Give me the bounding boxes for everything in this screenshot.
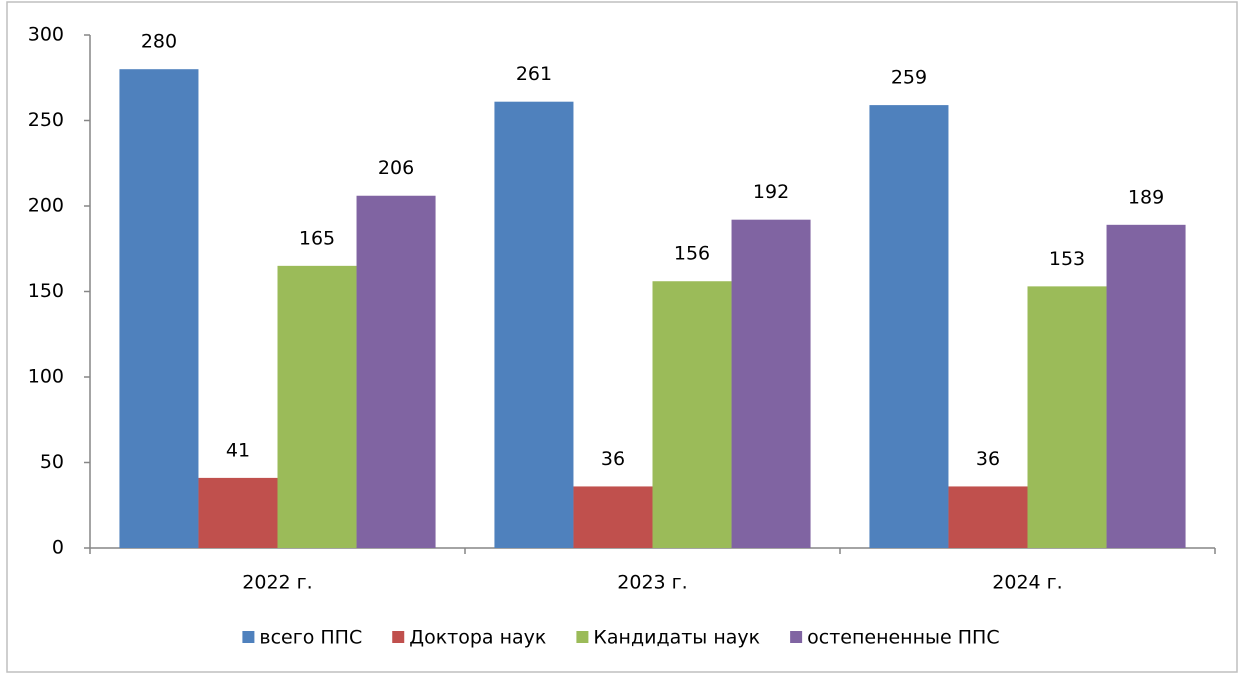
bar [356, 195, 436, 549]
y-tick-label: 0 [52, 537, 64, 559]
legend-swatch [242, 631, 255, 643]
legend-swatch [576, 631, 589, 643]
legend-label: остепененные ППС [807, 627, 999, 649]
data-label: 153 [1049, 248, 1085, 270]
x-tick-label: 2024 г. [992, 572, 1062, 594]
data-label: 259 [891, 67, 927, 89]
bar [948, 486, 1028, 548]
data-label: 165 [299, 227, 335, 249]
bar [277, 265, 357, 548]
y-tick-label: 100 [28, 366, 64, 388]
legend-label: всего ППС [259, 627, 362, 649]
x-tick-label: 2022 г. [242, 572, 312, 594]
y-tick-label: 200 [28, 195, 64, 217]
legend-label: Кандидаты наук [593, 627, 760, 649]
x-tick-label: 2023 г. [617, 572, 687, 594]
bar [119, 69, 199, 548]
data-label: 192 [753, 181, 789, 203]
bar [573, 486, 653, 548]
data-label: 41 [226, 439, 250, 461]
bar [731, 219, 811, 548]
data-label: 261 [516, 63, 552, 85]
bar [198, 477, 278, 548]
y-tick-label: 50 [40, 451, 64, 473]
y-tick-label: 150 [28, 280, 64, 302]
bar [494, 101, 574, 548]
legend-swatch [790, 631, 803, 643]
data-label: 280 [141, 31, 177, 53]
y-tick-label: 300 [28, 24, 64, 46]
legend-label: Доктора наук [409, 627, 546, 649]
data-label: 156 [674, 243, 710, 265]
data-label: 189 [1128, 186, 1164, 208]
data-label: 206 [378, 157, 414, 179]
bar [869, 105, 949, 549]
data-label: 36 [976, 448, 1000, 470]
bar [1027, 286, 1107, 548]
bar [652, 281, 732, 548]
bar [1106, 224, 1186, 548]
data-label: 36 [601, 448, 625, 470]
legend-swatch [392, 631, 405, 643]
y-tick-label: 250 [28, 109, 64, 131]
